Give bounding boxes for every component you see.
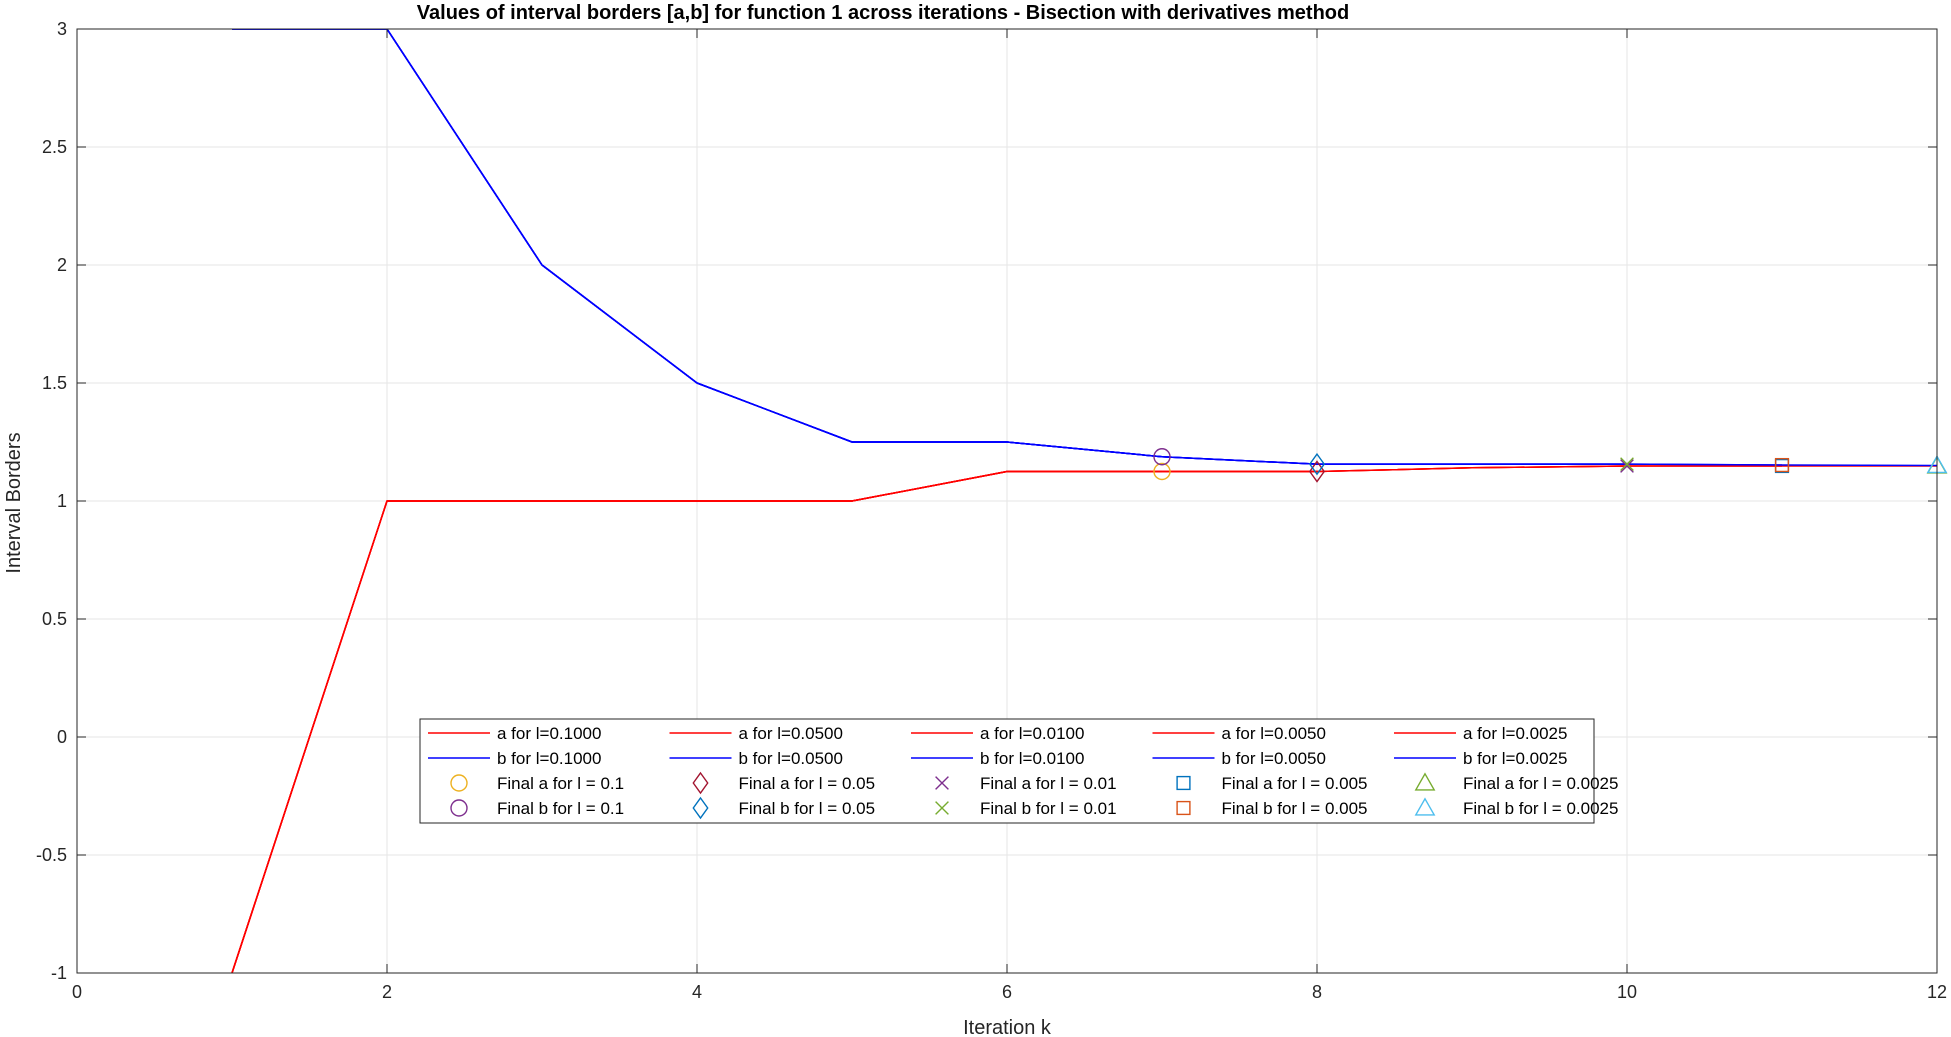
legend-box xyxy=(419,718,1595,824)
legend-marker xyxy=(1176,775,1191,791)
y-tick-label: 1.5 xyxy=(42,373,67,393)
legend-label: b for l=0.0025 xyxy=(1463,749,1567,768)
y-tick-label: -0.5 xyxy=(36,845,67,865)
legend-label: b for l=0.0500 xyxy=(739,749,843,768)
x-tick-label: 0 xyxy=(72,982,82,1002)
legend-label: Final a for l = 0.1 xyxy=(497,774,624,793)
y-tick-label: 2 xyxy=(57,255,67,275)
legend-item-final-b-for-l-0-01[interactable]: Final b for l = 0.01 xyxy=(935,799,1117,818)
data-point-final-b-for-l-0-005 xyxy=(1774,457,1790,473)
series-line-a-for-l-0-0025 xyxy=(231,465,1937,973)
axes: 0 2 4 6 8 10 12 -1 -0.5 0 0.5 1 1.5 2 2.5 3 xyxy=(36,19,1947,1002)
legend-item-final-b-for-l-0-1[interactable]: Final b for l = 0.1 xyxy=(450,799,624,818)
legend-marker xyxy=(692,771,709,795)
legend-label: b for l=0.0100 xyxy=(980,749,1084,768)
series-line-b-for-l-0-0025 xyxy=(232,29,1937,467)
y-tick-label: -1 xyxy=(51,963,67,983)
legend-item-a-for-l-0-0500[interactable]: a for l=0.0500 xyxy=(669,724,843,743)
x-tick-label: 12 xyxy=(1927,982,1947,1002)
y-tick-label: 3 xyxy=(57,19,67,39)
marker-series-group xyxy=(1153,448,1948,483)
data-point-final-b-for-l-0-05 xyxy=(1308,452,1326,476)
legend-marker xyxy=(1414,772,1436,791)
legend-item-b-for-l-0-1000[interactable]: b for l=0.1000 xyxy=(428,749,601,768)
legend-item-a-for-l-0-0050[interactable]: a for l=0.0050 xyxy=(1152,724,1326,743)
plot-series xyxy=(231,29,1948,973)
y-axis-label: Interval Borders xyxy=(3,432,25,573)
legend-item-final-a-for-l-0-05[interactable]: Final a for l = 0.05 xyxy=(692,771,876,795)
legend-item-a-for-l-0-0100[interactable]: a for l=0.0100 xyxy=(911,724,1084,743)
line-series-group xyxy=(231,29,1937,973)
legend-item-final-a-for-l-0-1[interactable]: Final a for l = 0.1 xyxy=(450,774,624,793)
legend-marker xyxy=(1414,797,1436,816)
legend-label: Final b for l = 0.01 xyxy=(980,799,1117,818)
legend-marker xyxy=(1176,800,1191,816)
legend-label: Final a for l = 0.0025 xyxy=(1463,774,1618,793)
y-tick-label: 2.5 xyxy=(42,137,67,157)
data-point-final-b-for-l-0-01 xyxy=(1620,457,1634,472)
legend-marker xyxy=(935,776,949,790)
legend-label: Final a for l = 0.01 xyxy=(980,774,1117,793)
legend-label: Final b for l = 0.05 xyxy=(739,799,876,818)
legend-label: Final b for l = 0.1 xyxy=(497,799,624,818)
grid xyxy=(77,29,1937,973)
legend-label: Final a for l = 0.005 xyxy=(1222,774,1368,793)
legend-item-b-for-l-0-0050[interactable]: b for l=0.0050 xyxy=(1152,749,1326,768)
legend-label: a for l=0.0500 xyxy=(739,724,843,743)
legend-item-a-for-l-0-1000[interactable]: a for l=0.1000 xyxy=(428,724,601,743)
legend[interactable]: a for l=0.1000 b for l=0.1000 Final a for … xyxy=(419,718,1619,824)
legend-label: Final b for l = 0.005 xyxy=(1222,799,1368,818)
x-tick-label: 6 xyxy=(1002,982,1012,1002)
y-tick-label: 1 xyxy=(57,491,67,511)
legend-item-final-a-for-l-0-0025[interactable]: Final a for l = 0.0025 xyxy=(1414,772,1619,793)
legend-item-a-for-l-0-0025[interactable]: a for l=0.0025 xyxy=(1394,724,1567,743)
legend-label: a for l=0.0025 xyxy=(1463,724,1567,743)
legend-label: a for l=0.0050 xyxy=(1222,724,1326,743)
legend-item-final-a-for-l-0-005[interactable]: Final a for l = 0.005 xyxy=(1176,774,1368,793)
data-point-final-b-for-l-0-1 xyxy=(1153,448,1171,466)
legend-label: b for l=0.1000 xyxy=(497,749,601,768)
y-tick-label: 0.5 xyxy=(42,609,67,629)
legend-label: b for l=0.0050 xyxy=(1222,749,1326,768)
data-point-final-a-for-l-0-1 xyxy=(1153,462,1171,481)
x-tick-label: 2 xyxy=(382,982,392,1002)
legend-label: a for l=0.1000 xyxy=(497,724,601,743)
legend-marker xyxy=(450,774,468,792)
legend-item-b-for-l-0-0100[interactable]: b for l=0.0100 xyxy=(911,749,1084,768)
x-axis-label: Iteration k xyxy=(963,1017,1052,1037)
legend-marker xyxy=(450,799,468,817)
legend-item-final-b-for-l-0-05[interactable]: Final b for l = 0.05 xyxy=(692,796,876,820)
legend-item-final-b-for-l-0-005[interactable]: Final b for l = 0.005 xyxy=(1176,799,1368,818)
legend-item-final-b-for-l-0-0025[interactable]: Final b for l = 0.0025 xyxy=(1414,797,1619,818)
chart-title: Values of interval borders [a,b] for fun… xyxy=(417,2,1349,24)
legend-item-b-for-l-0-0500[interactable]: b for l=0.0500 xyxy=(669,749,843,768)
legend-label: Final a for l = 0.05 xyxy=(739,774,876,793)
legend-marker xyxy=(692,796,709,820)
x-tick-label: 8 xyxy=(1312,982,1322,1002)
data-point-final-a-for-l-0-01 xyxy=(1620,459,1634,473)
legend-item-final-a-for-l-0-01[interactable]: Final a for l = 0.01 xyxy=(935,774,1117,793)
x-tick-label: 4 xyxy=(692,982,702,1002)
legend-label: Final b for l = 0.0025 xyxy=(1463,799,1618,818)
legend-item-b-for-l-0-0025[interactable]: b for l=0.0025 xyxy=(1394,749,1567,768)
x-tick-label: 10 xyxy=(1617,982,1637,1002)
y-tick-label: 0 xyxy=(57,727,67,747)
legend-marker xyxy=(935,801,949,815)
legend-label: a for l=0.0100 xyxy=(980,724,1084,743)
